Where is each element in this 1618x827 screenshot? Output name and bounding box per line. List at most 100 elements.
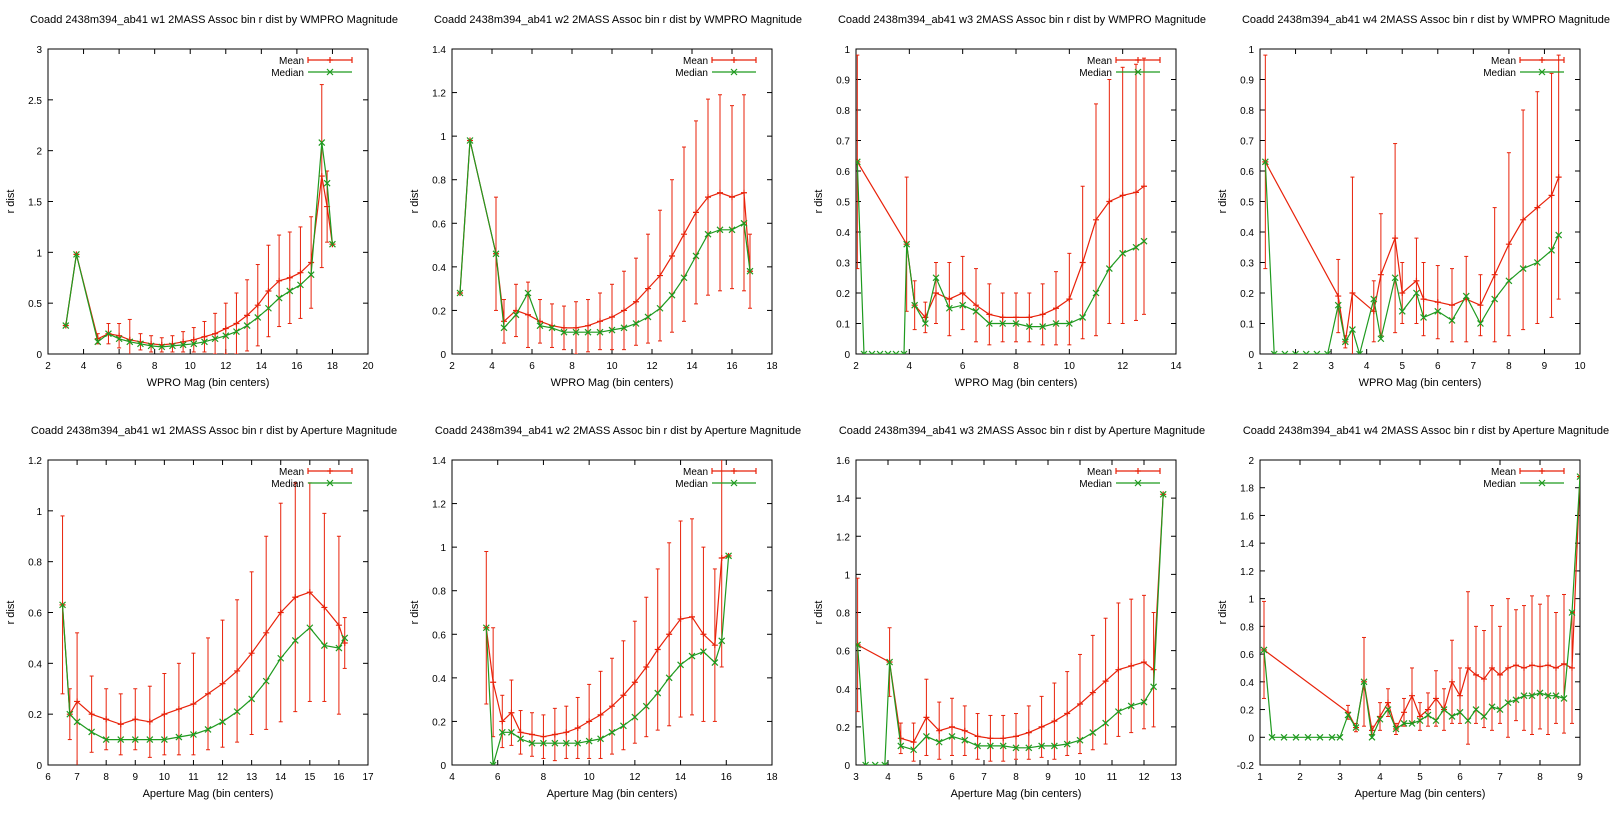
x-tick-label: 4 [885,772,891,783]
x-tick-label: 7 [74,772,80,783]
x-tick-label: 8 [152,361,158,372]
median-point [102,736,110,744]
y-tick-label: 0.8 [836,106,850,117]
mean-point [1434,299,1441,306]
mean-point [146,718,153,725]
x-tick-label: 6 [45,772,51,783]
median-point [126,338,134,346]
chart-svg: Coadd 2438m394_ab41 w3 2MASS Assoc bin r… [813,425,1205,800]
y-axis-label: r dist [409,190,421,214]
x-axis-label: WPRO Mag (bin centers) [1359,377,1482,389]
x-tick-label: 4 [489,361,495,372]
median-point [945,304,953,312]
x-axis-label: Aperture Mag (bin centers) [951,788,1082,800]
median-point [160,736,168,744]
mean-point [276,277,283,284]
chart-panel: Coadd 2438m394_ab41 w1 2MASS Assoc bin r… [0,0,404,411]
chart-panel: Coadd 2438m394_ab41 w4 2MASS Assoc bin r… [1212,411,1616,822]
median-point [1352,724,1360,731]
median-point [233,328,240,336]
median-point [620,324,628,332]
legend-mean-label: Mean [1491,467,1516,478]
plot-frame [1259,48,1581,355]
median-point [1270,350,1278,354]
mean-point [1038,723,1045,730]
mean-point [1481,676,1487,683]
median-point [1039,323,1047,330]
mean-point [645,285,651,292]
x-tick-label: 12 [220,361,232,372]
mean-point [219,680,226,687]
median-point [921,320,929,327]
mean-point [1025,729,1032,736]
median-point [1150,683,1158,691]
median-point [665,674,673,682]
series-mean-line [65,175,333,346]
mean-point [1128,662,1135,669]
mean-point [254,302,261,309]
median-point [1063,740,1071,748]
median-point [728,226,736,234]
x-tick-label: 13 [1170,772,1182,783]
median-point [1127,702,1135,710]
median-point [1076,736,1084,744]
y-tick-label: 0.6 [1240,650,1254,661]
chart-panel: Coadd 2438m394_ab41 w3 2MASS Assoc bin r… [808,411,1212,822]
median-point [1052,320,1060,327]
median-point [1102,719,1110,727]
y-tick-label: 0.8 [836,609,850,620]
legend-median-label: Median [1079,479,1112,490]
mean-point [277,609,284,616]
x-tick-label: 6 [529,361,535,372]
mean-point [986,311,993,318]
x-tick-label: 7 [1471,361,1477,372]
median-point [1119,249,1127,257]
mean-point [1141,659,1147,666]
mean-point [585,322,591,329]
x-axis-label: WPRO Mag (bin centers) [147,377,270,389]
median-point [903,240,911,248]
mean-point [573,324,579,331]
mean-point [705,194,711,201]
mean-point [1013,314,1019,321]
mean-point [729,194,735,201]
x-tick-label: 20 [362,361,374,372]
x-tick-label: 14 [686,361,698,372]
x-tick-label: 3 [1328,361,1334,372]
median-point [584,328,592,336]
y-tick-label: 0.2 [836,289,850,300]
x-tick-label: 4 [1377,772,1383,783]
chart-svg: Coadd 2438m394_ab41 w4 2MASS Assoc bin r… [1217,425,1609,800]
y-tick-label: 0.6 [432,630,446,641]
median-point [277,654,285,662]
median-point [222,332,230,340]
legend-mean-label: Mean [683,467,708,478]
y-tick-label: 0.6 [1240,167,1254,178]
mean-point [318,173,325,180]
y-tick-label: 0.7 [836,137,850,148]
median-point [718,637,726,645]
y-tick-label: 0.2 [836,723,850,734]
median-point [1505,277,1513,285]
median-point [275,294,283,302]
y-tick-label: 0.2 [432,717,446,728]
y-tick-label: 1 [1248,45,1254,56]
median-point [716,226,724,234]
median-point [892,350,900,354]
y-tick-label: 0.4 [28,659,42,670]
chart-svg: Coadd 2438m394_ab41 w1 2MASS Assoc bin r… [5,14,398,389]
median-point [1496,706,1504,713]
x-tick-label: 18 [766,772,778,783]
x-tick-label: 5 [917,772,923,783]
x-tick-label: 16 [721,772,733,783]
median-point [1038,742,1046,750]
mean-point [525,311,531,318]
median-point [608,728,616,736]
x-tick-label: 10 [159,772,171,783]
mean-point [1026,314,1033,321]
mean-point [175,706,182,713]
mean-point [116,332,123,339]
median-point [323,179,331,187]
x-axis-label: Aperture Mag (bin centers) [1355,788,1486,800]
